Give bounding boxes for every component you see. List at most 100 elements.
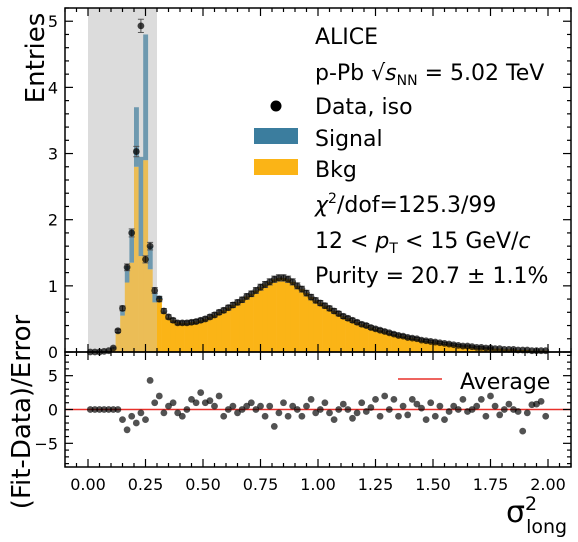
ratio-point: [247, 399, 255, 407]
data-point: [303, 289, 310, 297]
bkg-bar: [400, 336, 406, 352]
ratio-point: [473, 402, 481, 410]
x-tick-label: 1.25: [358, 475, 394, 494]
data-point: [298, 285, 306, 293]
ratio-point: [445, 408, 453, 415]
main-panel-ticks: 0 1 2 3 4 5: [48, 7, 572, 362]
data-point: [128, 229, 136, 237]
ratio-point: [505, 400, 513, 408]
ratio-point: [367, 404, 375, 411]
bkg-bar: [230, 305, 236, 352]
signal-bar: [129, 229, 135, 263]
ratio-panel: −5 0 5 Average (Fit-Data)/Error: [7, 315, 572, 509]
ratio-point: [381, 392, 389, 400]
data-point: [137, 22, 145, 30]
bkg-bar: [368, 327, 374, 352]
bkg-bar: [267, 281, 273, 352]
ratio-point: [160, 409, 168, 417]
ratio-point: [372, 395, 379, 403]
ratio-point: [146, 377, 154, 384]
bkg-bar: [382, 331, 388, 352]
data-point: [132, 148, 140, 155]
main-panel: 0 1 2 3 4 5 Entries: [21, 7, 572, 362]
signal-bar: [120, 310, 126, 316]
legend-label-bkg: Bkg: [315, 158, 357, 183]
ratio-point: [523, 409, 531, 417]
ratio-point: [349, 414, 356, 422]
signal-bar: [134, 107, 139, 167]
ratio-point: [261, 412, 269, 420]
y-tick-label: 2: [48, 211, 58, 230]
ratio-point: [344, 406, 352, 413]
bkg-bar: [373, 328, 379, 352]
y-tick-label: 0: [48, 401, 58, 420]
ratio-point: [427, 399, 435, 407]
annotation-purity: Purity = 20.7 ± 1.1%: [315, 264, 548, 289]
bkg-bar: [115, 333, 121, 352]
ratio-point: [496, 411, 504, 419]
ratio-point: [418, 404, 425, 412]
ratio-point: [132, 419, 140, 427]
bkg-bar: [262, 284, 268, 352]
ratio-point: [211, 402, 218, 410]
bkg-bar: [304, 293, 310, 352]
x-tick-label: 1.00: [300, 475, 336, 494]
bkg-bar: [396, 335, 402, 352]
data-point: [109, 344, 117, 352]
y-tick-label: 5: [48, 367, 58, 386]
bkg-bar: [129, 262, 135, 352]
ratio-point: [335, 406, 343, 413]
x-tick-label: 0.50: [185, 475, 221, 494]
ratio-point: [514, 408, 522, 415]
ratio-point: [436, 402, 444, 410]
bkg-bar: [313, 300, 319, 352]
bkg-bar: [299, 289, 305, 352]
ratio-point: [326, 409, 333, 417]
signal-bar: [143, 34, 149, 161]
bkg-bar: [350, 320, 356, 352]
ratio-point: [284, 412, 292, 420]
bkg-bar: [327, 308, 333, 352]
bkg-bar: [244, 296, 250, 352]
ratio-point: [477, 395, 485, 403]
ratio-point: [459, 395, 467, 403]
bkg-bar: [134, 166, 139, 352]
ratio-point: [178, 412, 186, 420]
x-tick-label: 1.75: [473, 475, 509, 494]
signal-bar: [152, 292, 158, 303]
bkg-bar: [157, 299, 162, 352]
ratio-point: [399, 402, 407, 410]
x-tick-label: 0.00: [70, 475, 106, 494]
legend-label-data: Data, iso: [315, 95, 413, 120]
bkg-bar: [124, 282, 130, 352]
ratio-point: [293, 406, 301, 413]
bkg-bar: [198, 320, 204, 352]
ratio-point: [169, 399, 177, 407]
bkg-bar: [377, 330, 383, 352]
bkg-bar: [216, 312, 222, 352]
ratio-point: [441, 416, 448, 424]
signal-bar: [124, 266, 130, 283]
ratio-point: [206, 397, 214, 405]
ratio-point: [155, 392, 163, 400]
ratio-point: [395, 412, 402, 420]
x-tick-label: 1.50: [415, 475, 451, 494]
bkg-bar: [414, 338, 420, 352]
ratio-point: [454, 406, 462, 413]
shaded-region-overlay: [88, 8, 157, 352]
bkg-bar: [221, 310, 227, 352]
ratio-point: [229, 402, 237, 410]
bkg-bar: [138, 256, 144, 352]
bkg-bar: [433, 342, 438, 352]
bkg-bar: [446, 344, 452, 352]
y-tick-label: 4: [48, 78, 58, 97]
annotation-chi2: χ2/dof=125.3/99: [314, 191, 496, 218]
bkg-bar: [423, 340, 429, 352]
ratio-point: [192, 399, 200, 407]
bkg-bar: [308, 297, 314, 352]
bkg-bar: [193, 321, 199, 352]
ratio-point: [142, 416, 149, 424]
bkg-bar: [166, 317, 172, 352]
ratio-point: [298, 412, 306, 420]
ratio-point: [390, 395, 398, 403]
